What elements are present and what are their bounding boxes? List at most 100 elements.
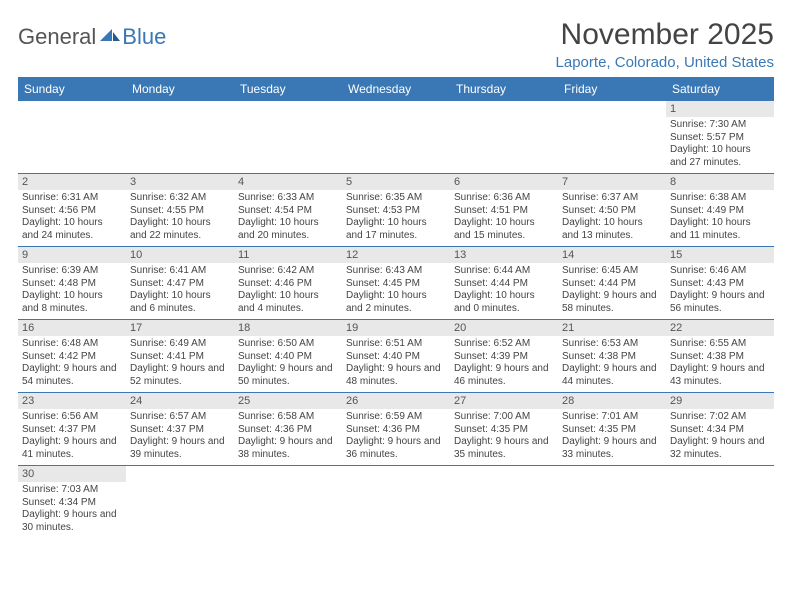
day-cell: [558, 101, 666, 173]
day-line: Sunset: 4:46 PM: [238, 278, 338, 291]
day-cell: 19Sunrise: 6:51 AMSunset: 4:40 PMDayligh…: [342, 320, 450, 392]
day-cell: 12Sunrise: 6:43 AMSunset: 4:45 PMDayligh…: [342, 247, 450, 319]
day-line: Daylight: 10 hours and 11 minutes.: [670, 217, 770, 242]
day-line: Sunset: 4:55 PM: [130, 205, 230, 218]
day-body: Sunrise: 6:59 AMSunset: 4:36 PMDaylight:…: [342, 409, 450, 465]
day-body: Sunrise: 6:49 AMSunset: 4:41 PMDaylight:…: [126, 336, 234, 392]
day-line: Sunset: 4:40 PM: [238, 351, 338, 364]
day-line: Daylight: 9 hours and 56 minutes.: [670, 290, 770, 315]
day-cell: 22Sunrise: 6:55 AMSunset: 4:38 PMDayligh…: [666, 320, 774, 392]
day-line: Daylight: 10 hours and 13 minutes.: [562, 217, 662, 242]
day-cell: 13Sunrise: 6:44 AMSunset: 4:44 PMDayligh…: [450, 247, 558, 319]
day-line: Sunrise: 7:00 AM: [454, 411, 554, 424]
day-line: Sunrise: 6:55 AM: [670, 338, 770, 351]
day-line: Daylight: 10 hours and 22 minutes.: [130, 217, 230, 242]
day-number: 1: [666, 101, 774, 117]
day-cell: 24Sunrise: 6:57 AMSunset: 4:37 PMDayligh…: [126, 393, 234, 465]
day-line: Sunrise: 6:35 AM: [346, 192, 446, 205]
day-line: Sunrise: 6:49 AM: [130, 338, 230, 351]
day-line: Sunset: 4:48 PM: [22, 278, 122, 291]
week-row: 16Sunrise: 6:48 AMSunset: 4:42 PMDayligh…: [18, 320, 774, 393]
day-cell: [450, 466, 558, 538]
day-line: Sunrise: 6:32 AM: [130, 192, 230, 205]
day-number: 22: [666, 320, 774, 336]
day-line: Sunrise: 7:02 AM: [670, 411, 770, 424]
day-line: Daylight: 9 hours and 54 minutes.: [22, 363, 122, 388]
day-line: Daylight: 9 hours and 52 minutes.: [130, 363, 230, 388]
day-body: Sunrise: 6:50 AMSunset: 4:40 PMDaylight:…: [234, 336, 342, 392]
day-line: Daylight: 9 hours and 48 minutes.: [346, 363, 446, 388]
day-cell: 20Sunrise: 6:52 AMSunset: 4:39 PMDayligh…: [450, 320, 558, 392]
day-number: 10: [126, 247, 234, 263]
day-number: 14: [558, 247, 666, 263]
day-line: Sunset: 4:54 PM: [238, 205, 338, 218]
day-line: Sunrise: 7:03 AM: [22, 484, 122, 497]
day-body: Sunrise: 6:58 AMSunset: 4:36 PMDaylight:…: [234, 409, 342, 465]
day-number: [18, 101, 126, 105]
day-number: 18: [234, 320, 342, 336]
day-number: [126, 101, 234, 105]
day-line: Sunrise: 6:59 AM: [346, 411, 446, 424]
day-body: Sunrise: 6:46 AMSunset: 4:43 PMDaylight:…: [666, 263, 774, 319]
week-row: 30Sunrise: 7:03 AMSunset: 4:34 PMDayligh…: [18, 466, 774, 538]
day-header: Friday: [558, 77, 666, 101]
day-cell: 26Sunrise: 6:59 AMSunset: 4:36 PMDayligh…: [342, 393, 450, 465]
day-number: [342, 466, 450, 470]
day-body: Sunrise: 6:41 AMSunset: 4:47 PMDaylight:…: [126, 263, 234, 319]
day-body: Sunrise: 6:52 AMSunset: 4:39 PMDaylight:…: [450, 336, 558, 392]
day-number: 24: [126, 393, 234, 409]
day-number: 16: [18, 320, 126, 336]
day-line: Daylight: 9 hours and 58 minutes.: [562, 290, 662, 315]
day-line: Sunrise: 6:51 AM: [346, 338, 446, 351]
day-number: 27: [450, 393, 558, 409]
day-number: [234, 101, 342, 105]
day-line: Sunrise: 6:48 AM: [22, 338, 122, 351]
day-number: 9: [18, 247, 126, 263]
day-number: 6: [450, 174, 558, 190]
day-line: Daylight: 9 hours and 46 minutes.: [454, 363, 554, 388]
day-header: Tuesday: [234, 77, 342, 101]
day-line: Sunset: 4:51 PM: [454, 205, 554, 218]
day-cell: [18, 101, 126, 173]
day-line: Sunrise: 6:58 AM: [238, 411, 338, 424]
day-line: Daylight: 9 hours and 44 minutes.: [562, 363, 662, 388]
week-row: 2Sunrise: 6:31 AMSunset: 4:56 PMDaylight…: [18, 174, 774, 247]
day-line: Sunset: 4:43 PM: [670, 278, 770, 291]
day-cell: 11Sunrise: 6:42 AMSunset: 4:46 PMDayligh…: [234, 247, 342, 319]
day-number: [450, 466, 558, 470]
day-line: Daylight: 9 hours and 30 minutes.: [22, 509, 122, 534]
day-line: Sunrise: 6:44 AM: [454, 265, 554, 278]
day-body: Sunrise: 6:55 AMSunset: 4:38 PMDaylight:…: [666, 336, 774, 392]
day-cell: 17Sunrise: 6:49 AMSunset: 4:41 PMDayligh…: [126, 320, 234, 392]
day-line: Sunset: 4:44 PM: [454, 278, 554, 291]
day-body: Sunrise: 7:00 AMSunset: 4:35 PMDaylight:…: [450, 409, 558, 465]
day-line: Sunset: 4:50 PM: [562, 205, 662, 218]
day-number: 29: [666, 393, 774, 409]
day-body: Sunrise: 6:39 AMSunset: 4:48 PMDaylight:…: [18, 263, 126, 319]
logo: General Blue: [18, 24, 166, 50]
header: General Blue November 2025 Laporte, Colo…: [18, 18, 774, 71]
day-body: Sunrise: 6:57 AMSunset: 4:37 PMDaylight:…: [126, 409, 234, 465]
day-line: Sunrise: 6:31 AM: [22, 192, 122, 205]
sail-icon: [98, 27, 122, 43]
day-cell: [342, 466, 450, 538]
day-number: 25: [234, 393, 342, 409]
day-line: Daylight: 10 hours and 2 minutes.: [346, 290, 446, 315]
day-cell: 8Sunrise: 6:38 AMSunset: 4:49 PMDaylight…: [666, 174, 774, 246]
day-line: Sunset: 4:41 PM: [130, 351, 230, 364]
day-number: [342, 101, 450, 105]
day-body: Sunrise: 7:02 AMSunset: 4:34 PMDaylight:…: [666, 409, 774, 465]
day-number: [450, 101, 558, 105]
day-header: Wednesday: [342, 77, 450, 101]
day-cell: [558, 466, 666, 538]
day-number: [558, 101, 666, 105]
day-cell: [126, 101, 234, 173]
day-line: Sunrise: 6:50 AM: [238, 338, 338, 351]
day-number: [234, 466, 342, 470]
day-line: Sunset: 4:39 PM: [454, 351, 554, 364]
day-cell: 16Sunrise: 6:48 AMSunset: 4:42 PMDayligh…: [18, 320, 126, 392]
day-number: 23: [18, 393, 126, 409]
day-cell: 27Sunrise: 7:00 AMSunset: 4:35 PMDayligh…: [450, 393, 558, 465]
day-line: Daylight: 10 hours and 24 minutes.: [22, 217, 122, 242]
day-line: Sunset: 4:56 PM: [22, 205, 122, 218]
